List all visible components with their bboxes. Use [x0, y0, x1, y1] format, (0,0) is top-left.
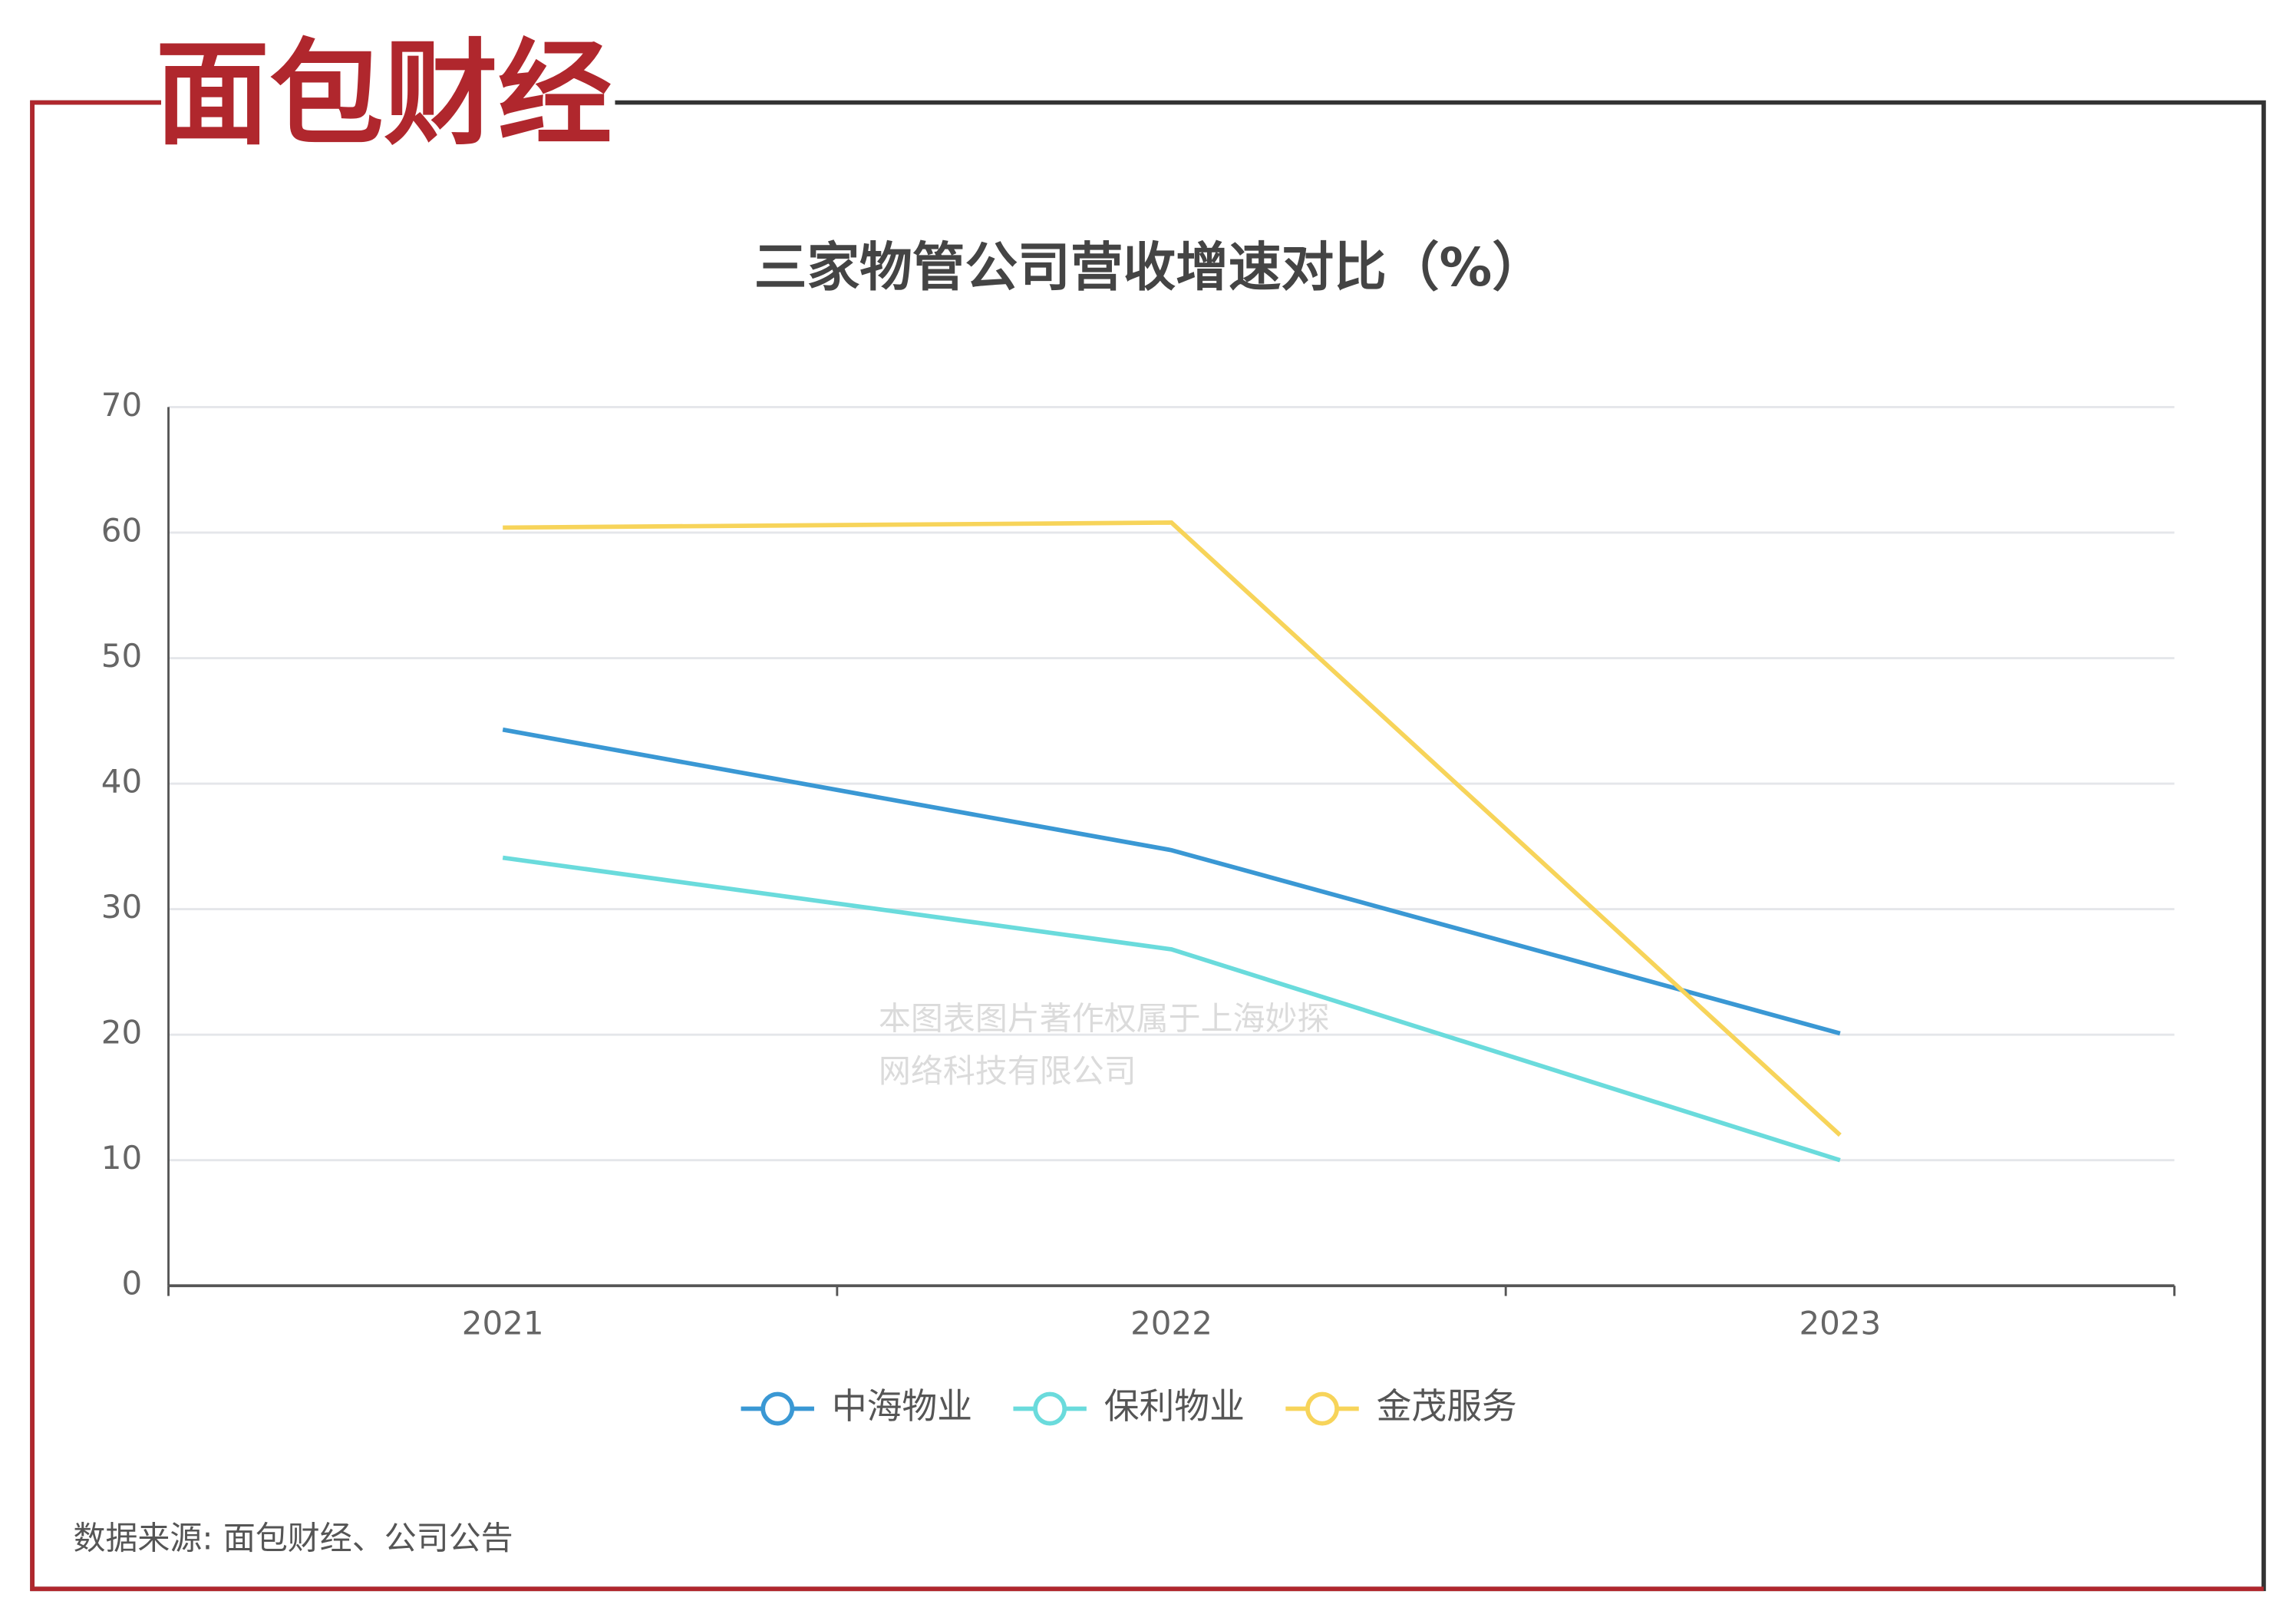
y-tick-label: 60: [101, 511, 142, 549]
logo: 面包财经: [155, 28, 612, 161]
legend-label: 保利物业: [1104, 1385, 1245, 1427]
y-tick-label: 30: [101, 888, 142, 926]
plot: 0 10 20 30 40 50 60 70 2021 2022 2023 中海物业 保利物业 金茂服务: [101, 386, 2176, 1427]
y-tick-label: 20: [101, 1014, 142, 1051]
chart-title: 三家物管公司营收增速对比（%）: [754, 237, 1545, 299]
y-tick-label: 10: [101, 1139, 142, 1177]
legend-marker: [760, 1391, 795, 1426]
legend-marker: [1305, 1391, 1339, 1426]
y-tick-label: 50: [101, 637, 142, 675]
source-note: 数据来源: 面包财经、公司公告: [74, 1520, 513, 1557]
watermark-line: 本图表图片著作权属于上海妙探: [879, 999, 1330, 1037]
y-tick-label: 70: [101, 386, 142, 424]
x-tick-label: 2021: [462, 1304, 544, 1342]
x-tick-label: 2022: [1130, 1304, 1212, 1342]
y-tick-label: 40: [101, 763, 142, 800]
series-line: [503, 520, 1842, 1137]
x-tick-label: 2023: [1799, 1304, 1881, 1342]
watermark-line: 网络科技有限公司: [879, 1052, 1136, 1090]
legend-label: 金茂服务: [1377, 1385, 1517, 1427]
y-tick-label: 0: [121, 1265, 142, 1302]
frame-red: [30, 100, 2264, 1592]
legend-marker: [1033, 1391, 1067, 1426]
series-line: [502, 855, 1841, 1163]
series-line: [502, 727, 1841, 1036]
watermark: 本图表图片著作权属于上海妙探 网络科技有限公司: [879, 999, 1330, 1090]
legend-label: 中海物业: [832, 1385, 972, 1427]
